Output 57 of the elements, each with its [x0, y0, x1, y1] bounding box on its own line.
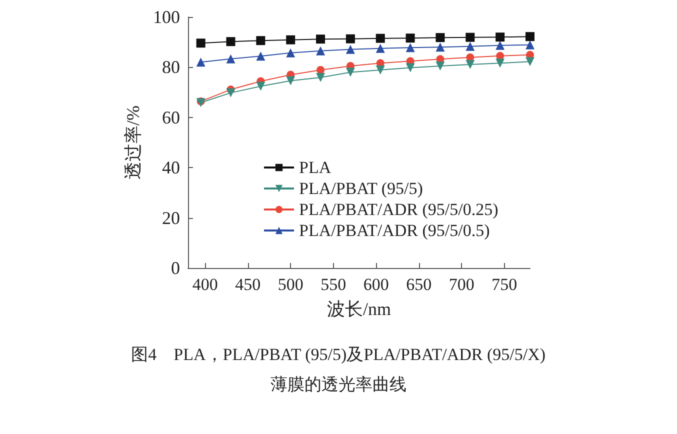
- point: [376, 44, 385, 53]
- point: [346, 68, 355, 77]
- x-tick-label: 550: [320, 275, 346, 294]
- point: [466, 42, 475, 51]
- point: [226, 88, 236, 98]
- point: [406, 43, 415, 52]
- x-tick-label: 450: [235, 275, 261, 294]
- y-tick-label: 80: [162, 57, 180, 78]
- legend-label: PLA/PBAT/ADR (95/5/0.25): [299, 200, 498, 219]
- point: [316, 46, 326, 56]
- point: [286, 48, 296, 58]
- point: [286, 76, 296, 86]
- point: [526, 57, 534, 66]
- point: [436, 42, 445, 52]
- point: [256, 82, 266, 91]
- x-tick-label: 750: [492, 275, 518, 294]
- y-tick-label: 40: [162, 158, 180, 178]
- point: [466, 60, 475, 69]
- point: [496, 32, 505, 42]
- y-tick-label: 20: [162, 208, 180, 228]
- y-tick-label: 100: [153, 7, 180, 27]
- point: [496, 58, 505, 68]
- x-tick-label: 600: [363, 275, 389, 294]
- x-tick-label: 700: [448, 275, 474, 294]
- point: [226, 37, 236, 46]
- point: [226, 54, 236, 64]
- point: [256, 52, 266, 61]
- point: [316, 72, 326, 82]
- point: [526, 32, 534, 42]
- point: [436, 61, 445, 70]
- x-tick-label: 500: [278, 275, 304, 294]
- point: [346, 44, 355, 54]
- point: [316, 66, 325, 74]
- x-tick-label: 400: [192, 275, 218, 294]
- point: [376, 34, 385, 43]
- legend-label: PLA/PBAT/ADR (95/5/0.5): [299, 221, 490, 240]
- legend-label: PLA/PBAT (95/5): [299, 179, 423, 198]
- point: [526, 40, 534, 50]
- point: [436, 33, 445, 42]
- y-tick-label: 0: [171, 258, 180, 278]
- x-axis-title: 波长/nm: [326, 299, 392, 319]
- point: [346, 34, 355, 44]
- point: [316, 34, 326, 44]
- point: [256, 36, 266, 46]
- point: [466, 32, 475, 42]
- point: [286, 35, 296, 44]
- x-tick-label: 650: [406, 275, 432, 294]
- point: [406, 34, 415, 43]
- point: [496, 40, 505, 50]
- y-tick-label: 60: [162, 107, 180, 128]
- y-axis-title: 透过率/%: [123, 106, 144, 180]
- point: [376, 65, 385, 74]
- point: [406, 63, 415, 72]
- point: [196, 38, 206, 48]
- legend-label: PLA: [299, 158, 332, 177]
- text: 图4 PLA，PLA/PBAT (95/5)及PLA/PBAT/ADR (95/5/X) 薄膜的透光率曲线: [131, 345, 546, 394]
- point: [196, 58, 206, 67]
